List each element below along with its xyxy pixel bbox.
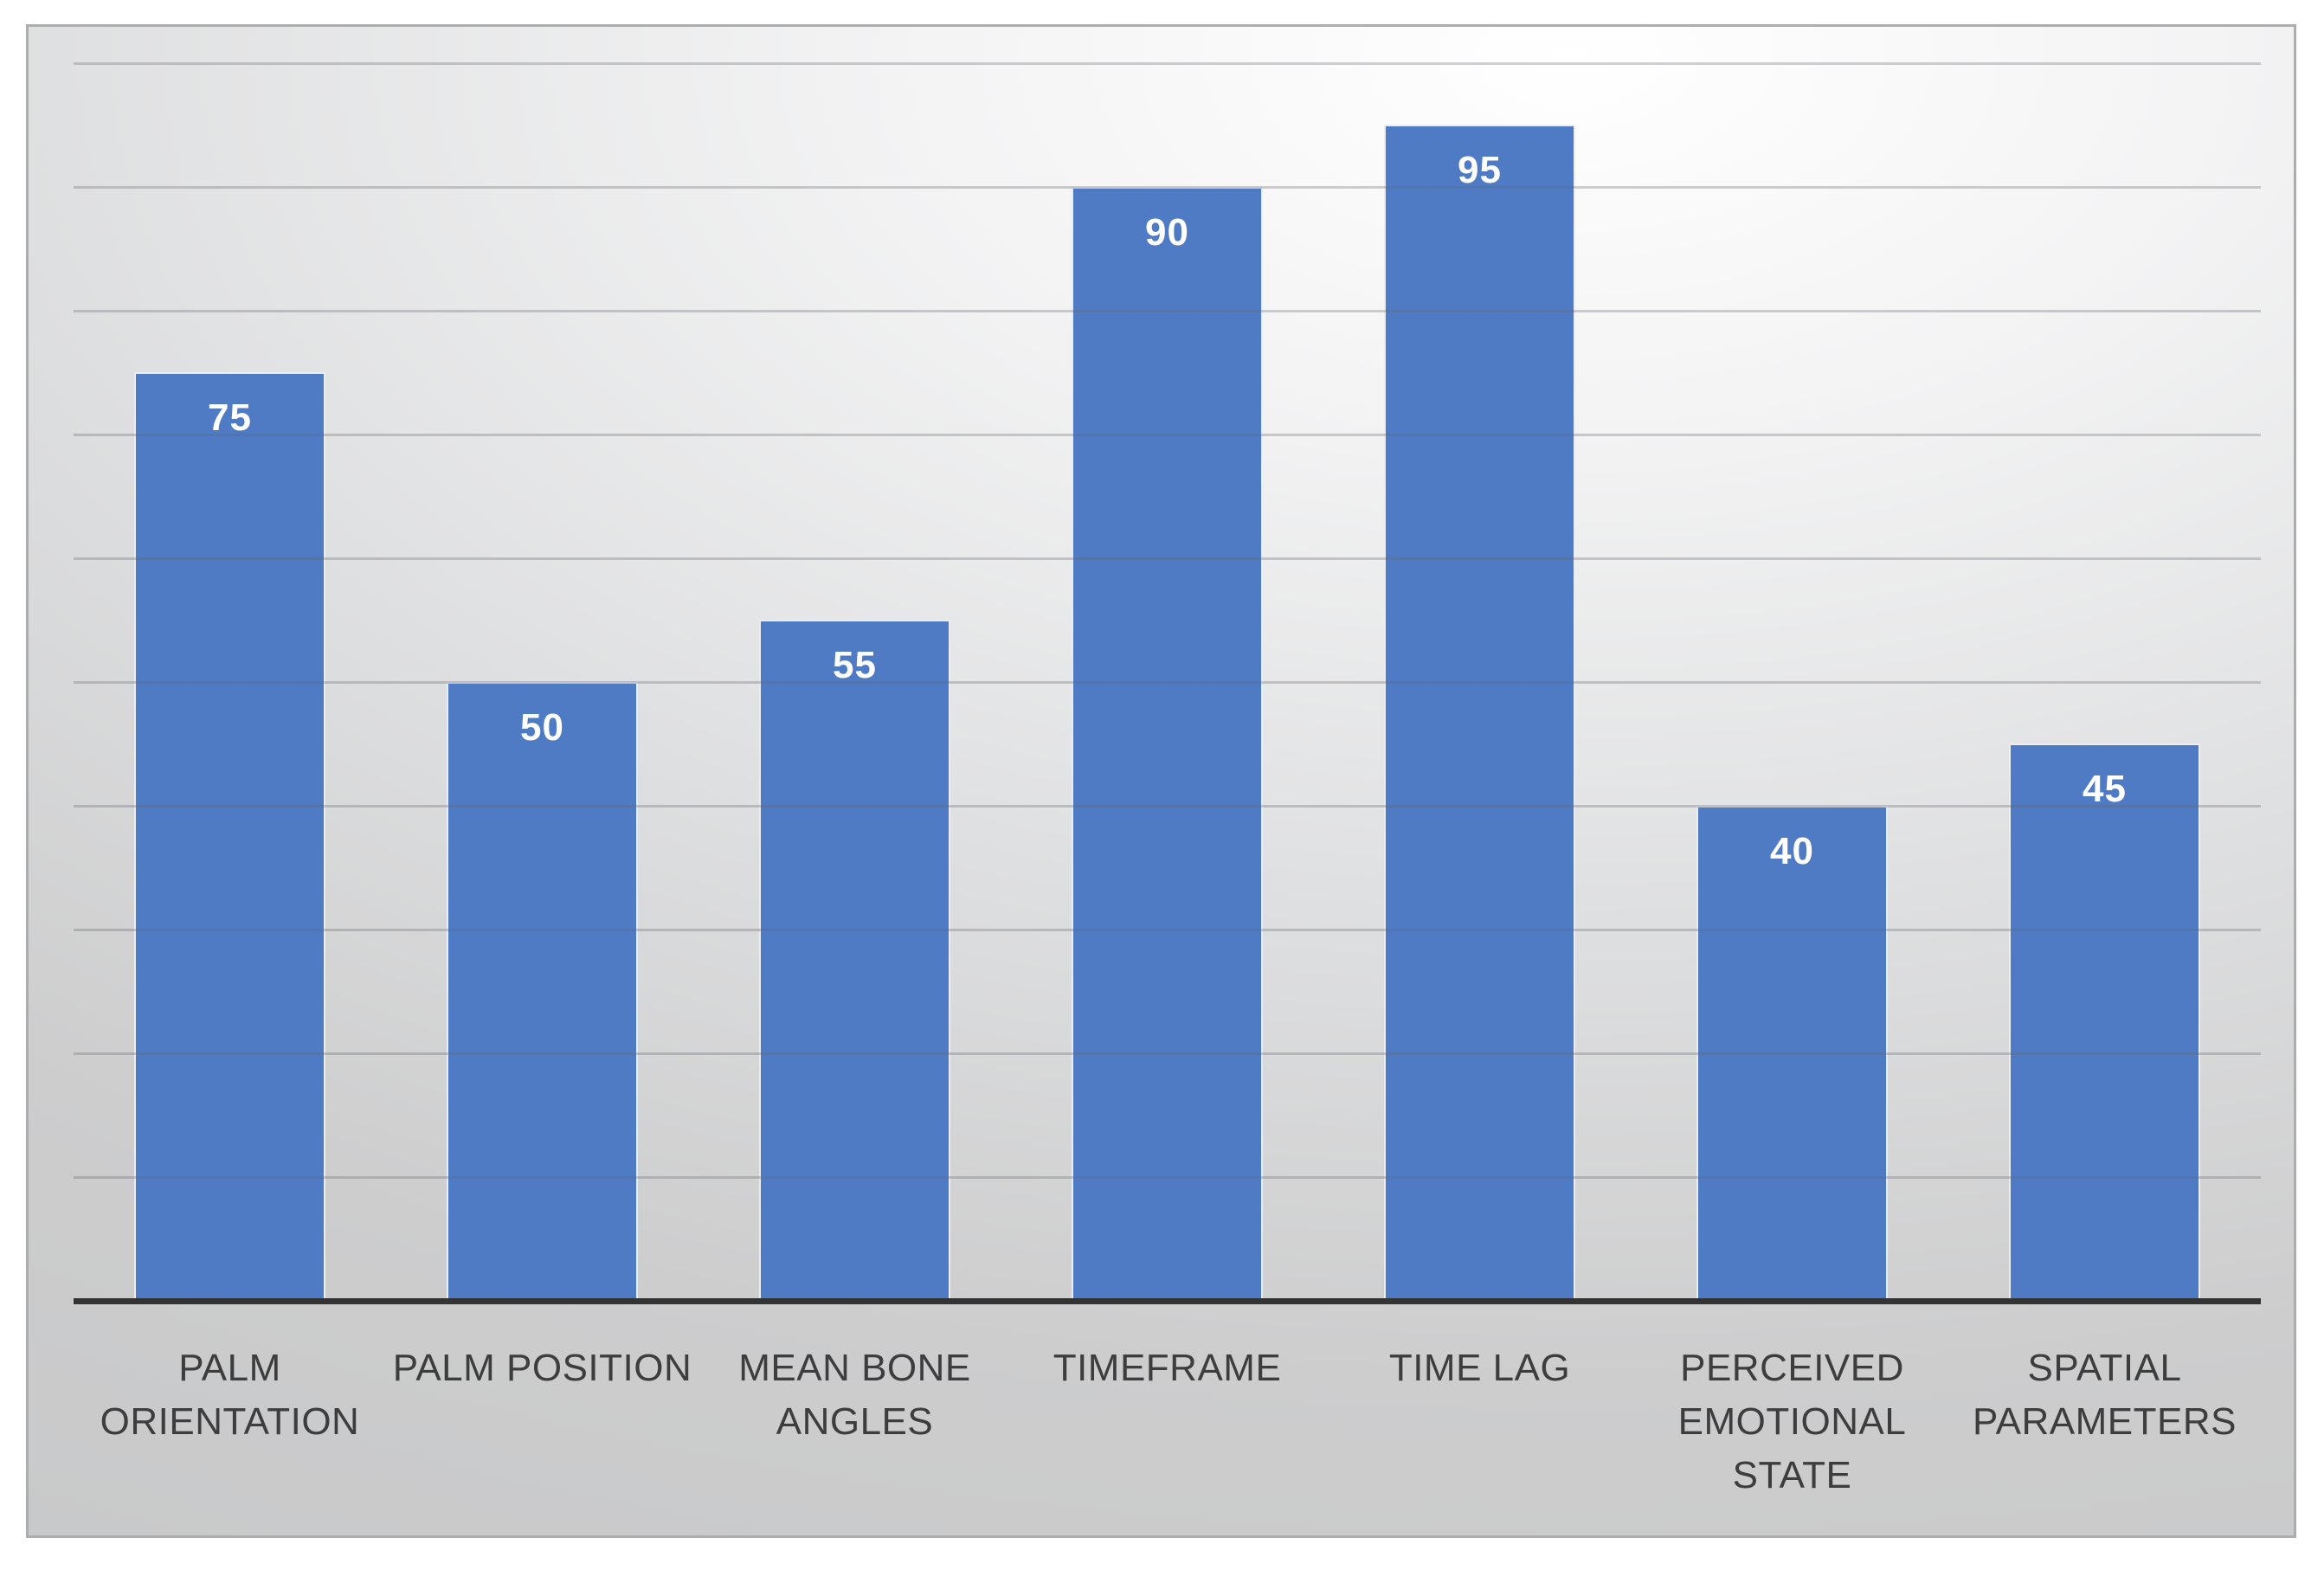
- bar-value-label: 40: [1770, 830, 1814, 872]
- category-label: SPATIAL PARAMETERS: [1973, 1347, 2237, 1443]
- plot-area: 75 50 55 90 95 40 45: [74, 27, 2261, 1304]
- bar-value-label: 55: [833, 644, 877, 686]
- bar: 55: [759, 620, 950, 1301]
- category-label: PALM ORIENTATION: [100, 1347, 360, 1443]
- gridline: [74, 62, 2261, 65]
- bar-value-label: 95: [1458, 149, 1502, 191]
- category-label: PALM POSITION: [392, 1347, 692, 1389]
- bar: 45: [2009, 743, 2200, 1301]
- x-axis-line: [74, 1298, 2261, 1304]
- bar-value-label: 90: [1145, 211, 1189, 254]
- category-label: TIME LAG: [1388, 1347, 1571, 1389]
- bar: 75: [134, 372, 325, 1301]
- bar: 40: [1696, 806, 1888, 1301]
- bar-value-label: 45: [2083, 768, 2127, 810]
- bar: 50: [447, 682, 638, 1301]
- category-label: PERCEIVED EMOTIONAL STATE: [1677, 1347, 1907, 1496]
- category-label: MEAN BONE ANGLES: [738, 1347, 971, 1443]
- bar-value-label: 50: [520, 706, 564, 749]
- bar: 95: [1384, 125, 1575, 1301]
- category-label: TIMEFRAME: [1053, 1347, 1282, 1389]
- chart-panel: 75 50 55 90 95 40 45 PALM ORIENTATION PALM POSI…: [26, 24, 2296, 1538]
- bar-value-label: 75: [208, 396, 252, 439]
- bar: 90: [1072, 187, 1263, 1301]
- category-labels: PALM ORIENTATION PALM POSITION MEAN BONE A…: [74, 1342, 2261, 1536]
